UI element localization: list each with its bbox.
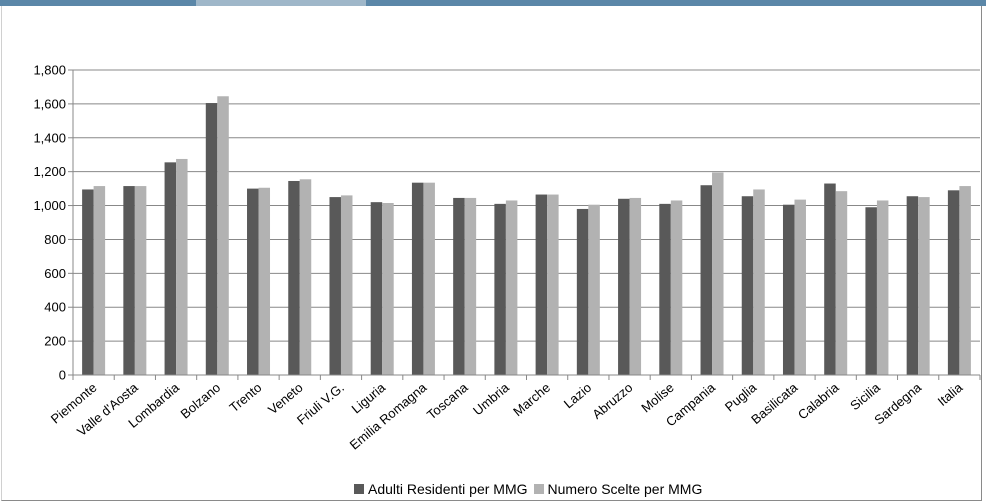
bar-adulti-residenti [123, 186, 135, 375]
window-title-tab [196, 0, 366, 6]
x-category-label: Sicilia [847, 379, 883, 413]
bar-numero-scelte [670, 200, 683, 375]
y-tick-label: 0 [59, 368, 66, 383]
bar-adulti-residenti [494, 203, 506, 375]
y-tick-label: 1,000 [33, 198, 66, 213]
x-category-label: Trento [226, 380, 264, 415]
chart-frame [1, 6, 982, 501]
x-category-label: Calabria [795, 379, 842, 422]
x-category-label: Marche [510, 380, 553, 419]
bar-numero-scelte [217, 96, 229, 375]
bar-numero-scelte [712, 172, 724, 375]
y-tick-label: 600 [44, 266, 66, 281]
bar-numero-scelte [629, 197, 642, 375]
bar-numero-scelte [753, 189, 765, 375]
y-tick-label: 1,800 [33, 63, 66, 78]
legend-label-series-1: Adulti Residenti per MMG [368, 481, 528, 497]
x-category-label: Toscana [424, 379, 471, 422]
bar-adulti-residenti [205, 103, 218, 376]
bar-adulti-residenti [700, 185, 713, 375]
bar-numero-scelte [382, 203, 394, 375]
bar-adulti-residenti [865, 207, 877, 375]
bar-adulti-residenti [659, 203, 671, 375]
legend-item-series-2: Numero Scelte per MMG [533, 481, 703, 497]
bar-adulti-residenti [164, 162, 177, 375]
bar-adulti-residenti [824, 183, 836, 375]
bars [82, 96, 971, 376]
x-category-label: Puglia [722, 379, 760, 414]
legend: Adulti Residenti per MMG Numero Scelte p… [354, 479, 702, 499]
bar-numero-scelte [340, 195, 353, 375]
bar-adulti-residenti [411, 182, 424, 375]
y-axis: 0 200 400 600 800 1,000 1,200 1,400 1,600 1,800 [33, 63, 74, 383]
window-title-bar [0, 0, 986, 6]
bar-adulti-residenti [947, 190, 960, 375]
bar-numero-scelte [918, 197, 930, 375]
bar-adulti-residenti [370, 202, 383, 375]
x-category-label: Sardegna [871, 379, 924, 427]
bar-adulti-residenti [329, 197, 341, 375]
bar-adulti-residenti [453, 197, 465, 375]
bar-adulti-residenti [288, 180, 300, 375]
bar-adulti-residenti [618, 198, 630, 375]
x-category-label: Lazio [561, 380, 594, 411]
y-tick-label: 200 [44, 334, 66, 349]
bar-numero-scelte [505, 200, 518, 375]
bar-adulti-residenti [782, 204, 795, 375]
bar-numero-scelte [588, 204, 600, 375]
y-tick-label: 800 [44, 232, 66, 247]
y-tick-label: 1,600 [33, 96, 66, 111]
x-category-label: Umbria [470, 379, 512, 418]
legend-swatch-series-1 [354, 484, 364, 494]
x-category-label: Abruzzo [589, 380, 635, 422]
bar-adulti-residenti [247, 188, 259, 375]
bar-adulti-residenti [576, 208, 589, 375]
bar-numero-scelte [794, 199, 806, 375]
bar-numero-scelte [547, 194, 559, 375]
y-tick-label: 1,400 [33, 130, 66, 145]
bar-adulti-residenti [906, 196, 919, 375]
x-category-label: Emilia Romagna [347, 379, 430, 452]
bar-numero-scelte [959, 186, 971, 375]
legend-swatch-series-2 [533, 484, 544, 494]
legend-item-series-1: Adulti Residenti per MMG [354, 481, 528, 497]
bar-numero-scelte [876, 200, 889, 375]
x-category-label: Bolzano [178, 380, 224, 422]
bar-adulti-residenti [741, 196, 754, 375]
legend-label-series-2: Numero Scelte per MMG [547, 481, 703, 497]
x-category-label: Italia [935, 379, 966, 409]
bar-adulti-residenti [535, 194, 548, 375]
bar-numero-scelte [134, 186, 147, 375]
x-category-label: Basilicata [748, 379, 801, 427]
bar-numero-scelte [299, 179, 312, 375]
bar-numero-scelte [423, 182, 435, 375]
bar-numero-scelte [464, 197, 477, 375]
bar-adulti-residenti [82, 189, 94, 375]
y-tick-label: 400 [44, 300, 66, 315]
y-tick-label: 1,200 [33, 164, 66, 179]
bar-numero-scelte [93, 186, 106, 375]
bar-numero-scelte [176, 158, 188, 375]
bar-numero-scelte [835, 191, 848, 375]
bar-numero-scelte [258, 187, 271, 375]
